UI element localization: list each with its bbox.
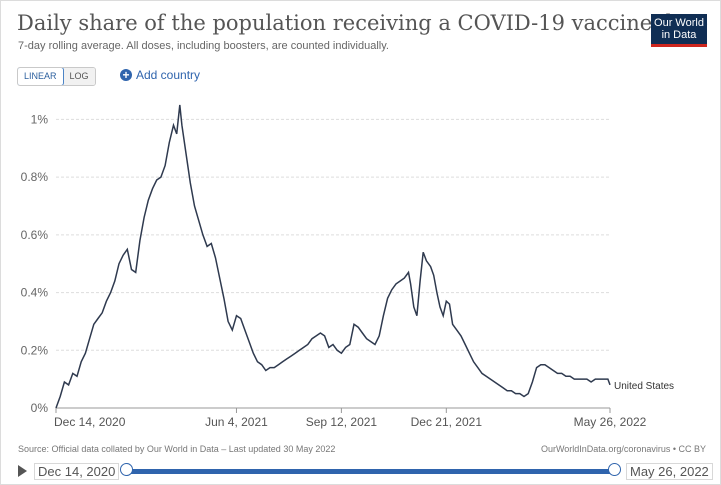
add-country-button[interactable]: + Add country: [120, 68, 200, 82]
timeline: Dec 14, 2020 May 26, 2022: [0, 460, 721, 482]
y-tick-label: 1%: [31, 112, 49, 126]
y-tick-label: 0.8%: [21, 170, 49, 184]
x-tick-label: Dec 21, 2021: [411, 415, 483, 429]
logo-line-2: in Data: [661, 29, 697, 41]
y-tick-label: 0%: [31, 401, 49, 415]
x-tick-label: Sep 12, 2021: [306, 415, 378, 429]
play-icon[interactable]: [18, 465, 27, 477]
chart-title: Daily share of the population receiving …: [17, 11, 709, 35]
series-line-united-states[interactable]: [55, 104, 611, 409]
y-tick-label: 0.4%: [21, 286, 49, 300]
log-scale-button[interactable]: LOG: [63, 68, 95, 85]
scale-toggle: LINEAR LOG: [17, 67, 96, 86]
chart-subtitle: 7-day rolling average. All doses, includ…: [18, 40, 389, 52]
y-axis: 0% 0.2% 0.4% 0.6% 0.8% 1%: [21, 112, 49, 415]
add-country-label: Add country: [136, 68, 201, 82]
credit-link[interactable]: OurWorldInData.org/coronavirus • CC BY: [540, 444, 706, 454]
source-note: Source: Official data collated by Our Wo…: [18, 444, 336, 454]
plus-circle-icon: +: [120, 69, 132, 81]
owid-logo[interactable]: Our World in Data: [651, 14, 707, 47]
logo-line-1: Our World: [654, 17, 704, 29]
timeline-end-label: May 26, 2022: [626, 463, 713, 480]
timeline-end-handle[interactable]: [608, 463, 621, 476]
y-tick-label: 0.2%: [21, 343, 49, 357]
x-axis: Dec 14, 2020 Jun 4, 2021 Sep 12, 2021 Dec 2…: [54, 408, 647, 429]
linear-scale-button[interactable]: LINEAR: [17, 68, 64, 85]
timeline-start-label: Dec 14, 2020: [34, 463, 120, 480]
x-tick-label: Dec 14, 2020: [54, 415, 126, 429]
y-tick-label: 0.6%: [21, 228, 49, 242]
timeline-start-handle[interactable]: [120, 463, 133, 476]
x-tick-label: May 26, 2022: [574, 415, 647, 429]
line-chart: 0% 0.2% 0.4% 0.6% 0.8% 1% Dec 14, 2020 Jun 4, …: [21, 104, 674, 429]
grid-layer: [56, 118, 610, 409]
timeline-track[interactable]: [126, 469, 614, 474]
x-tick-label: Jun 4, 2021: [205, 415, 268, 429]
series-label-united-states[interactable]: United States: [614, 381, 674, 392]
